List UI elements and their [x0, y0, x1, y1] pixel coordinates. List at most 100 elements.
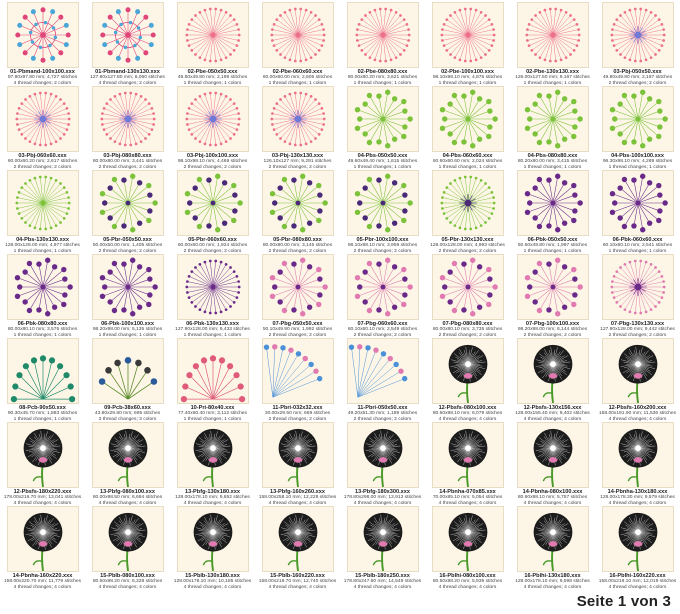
design-thumbnail: [346, 422, 419, 488]
design-filename: 12-Pbsfs-180x220.xxx: [13, 489, 72, 495]
design-dimensions: 80.00x80.10 mm; 3,576 stitches: [7, 327, 78, 333]
design-thumbnail: [91, 338, 164, 404]
design-thumbnail: [516, 170, 589, 236]
design-dimensions: 60.10x60.10 mm; 2,549 stitches: [347, 327, 418, 333]
design-filename: 09-Pcb-38x60.xxx: [104, 405, 151, 411]
design-preview-image: [184, 259, 241, 315]
design-thumbnail: [346, 170, 419, 236]
design-dimensions: 70.00x85.10 mm; 5,054 stitches: [432, 495, 503, 501]
design-filename: 06-Pbk-130x130.xxx: [186, 321, 239, 327]
design-filename: 04-Pbs-080x80.xxx: [527, 153, 578, 159]
design-cell: 11-Pbri-032x32.xxx 30.00x29.50 mm; 669 st…: [256, 338, 339, 423]
design-cell: 03-Pbj-100x100.xxx 98.10x98.10 mm; 4,469 …: [171, 86, 254, 171]
design-filename: 03-Pbj-060x60.xxx: [18, 153, 67, 159]
design-filename: 05-Pbr-100x100.xxx: [356, 237, 409, 243]
design-preview-image: [269, 257, 328, 317]
design-thumbnail: [601, 422, 674, 488]
design-filename: 13-Pbfg-130x180.xxx: [184, 489, 241, 495]
design-cell: 12-Pbsfs-130x156.xxx 128.00x155.40 mm; 9,…: [511, 338, 594, 423]
design-dimensions: 80.00x80.10 mm; 3,735 stitches: [432, 327, 503, 333]
design-thread-changes: 4 thread changes; 4 colors: [268, 585, 327, 590]
design-dimensions: 60.00x60.20 mm; 2,617 stitches: [7, 159, 78, 165]
design-thumbnail: [261, 422, 334, 488]
design-dimensions: 128.00x155.40 mm; 9,402 stitches: [515, 411, 590, 417]
design-thumbnail: [516, 422, 589, 488]
design-dimensions: 98.20x98.00 mm; 6,144 stitches: [517, 327, 588, 333]
design-cell: 07-Pbg-100x100.xxx 98.20x98.00 mm; 6,144 …: [511, 254, 594, 339]
design-thumbnail: [6, 86, 79, 152]
design-thumbnail: [261, 86, 334, 152]
design-dimensions: 49.20x51.30 mm; 1,189 stitches: [347, 411, 418, 417]
design-dimensions: 98.10x98.10 mm; 4,875 stitches: [432, 75, 503, 81]
design-filename: 02-Pbe-100x100.xxx: [441, 69, 494, 75]
design-preview-image: [269, 173, 328, 233]
design-thumbnail: [431, 506, 504, 572]
design-cell: 04-Pbs-050x50.xxx 49.60x49.40 mm; 1,615 s…: [341, 86, 424, 171]
design-filename: 01-Pbmand-130x130.xxx: [95, 69, 160, 75]
design-filename: 05-Pbr-060x60.xxx: [188, 237, 237, 243]
design-dimensions: 60.00x60.00 mm; 2,605 stitches: [262, 75, 333, 81]
design-cell: 05-Pbr-100x100.xxx 98.10x98.10 mm; 3,959 …: [341, 170, 424, 255]
design-thread-changes: 2 thread changes; 2 colors: [353, 333, 412, 338]
design-cell: 16-Pblhi-130x180.xxx 128.00x178.10 mm; 9,…: [511, 506, 594, 591]
design-preview-image: [14, 7, 71, 63]
design-dimensions: 98.20x98.00 mm; 5,135 stitches: [92, 327, 163, 333]
design-filename: 14-Pbnha-080x100.xxx: [522, 489, 583, 495]
design-thumbnail: [516, 506, 589, 572]
design-preview-image: [354, 257, 413, 317]
design-thumbnail: [6, 338, 79, 404]
design-dimensions: 128.00x128.00 mm; 4,993 stitches: [430, 243, 505, 249]
design-cell: 04-Pbs-100x100.xxx 96.30x98.10 mm; 4,289 …: [596, 86, 679, 171]
design-dimensions: 158.00x220.70 mm; 11,779 stitches: [3, 579, 82, 585]
design-filename: 07-Pbg-100x100.xxx: [525, 321, 580, 327]
design-thread-changes: 2 thread changes; 2 colors: [523, 333, 582, 338]
design-dimensions: 98.10x98.10 mm; 3,959 stitches: [347, 243, 418, 249]
design-thumbnail: [91, 254, 164, 320]
design-cell: 06-Pbk-060x60.xxx 60.10x60.10 mm; 2,541 s…: [596, 170, 679, 255]
design-thumbnail: [346, 506, 419, 572]
design-thread-changes: 4 thread changes; 4 colors: [608, 585, 667, 590]
design-thumbnail: [346, 338, 419, 404]
design-thumbnail: [91, 506, 164, 572]
design-cell: 07-Pbg-080x80.xxx 80.00x80.10 mm; 3,735 s…: [426, 254, 509, 339]
design-dimensions: 98.10x98.10 mm; 4,469 stitches: [177, 159, 248, 165]
design-dimensions: 126.00x127.50 mm; 9,167 stitches: [515, 75, 590, 81]
design-preview-image: [99, 91, 156, 147]
design-thread-changes: 2 thread changes; 2 colors: [183, 249, 242, 254]
design-thumbnail: [91, 170, 164, 236]
design-filename: 03-Pbj-050x50.xxx: [613, 69, 662, 75]
design-preview-image: [14, 175, 71, 231]
design-thread-changes: 2 thread changes; 2 colors: [13, 165, 72, 170]
design-dimensions: 50.00x50.00 mm; 1,405 stitches: [92, 243, 163, 249]
design-thread-changes: 2 thread changes; 2 colors: [438, 249, 497, 254]
design-thumbnail: [431, 2, 504, 68]
design-thumbnail: [91, 86, 164, 152]
design-cell: 07-Pbg-130x130.xxx 127.90x128.00 mm; 9,44…: [596, 254, 679, 339]
design-filename: 05-Pbr-080x80.xxx: [273, 237, 322, 243]
design-dimensions: 49.80x49.80 mm; 2,197 stitches: [602, 75, 673, 81]
design-preview-image: [524, 173, 583, 233]
design-dimensions: 80.50x98.20 mm; 6,328 stitches: [92, 579, 163, 585]
design-preview-image: [184, 173, 243, 233]
design-dimensions: 158.00x219.10 mm; 12,019 stitches: [598, 579, 677, 585]
design-thumbnail: [176, 422, 249, 488]
design-thread-changes: 4 thread changes; 4 colors: [353, 501, 412, 506]
page-indicator: Seite 1 von 3: [576, 593, 671, 610]
design-preview-image: [10, 355, 75, 403]
design-thumbnail: [601, 2, 674, 68]
design-thread-changes: 1 thread changes; 1 colors: [438, 165, 497, 170]
design-preview-image: [354, 7, 411, 63]
design-filename: 13-Pbfg-180x300.xxx: [354, 489, 411, 495]
design-filename: 02-Pbe-060x60.xxx: [272, 69, 323, 75]
design-thread-changes: 4 thread changes; 4 colors: [353, 585, 412, 590]
design-preview-image: [448, 428, 487, 487]
design-cell: 14-Pbnha-130x180.xxx 128.00x178.30 mm; 9,…: [596, 422, 679, 507]
design-filename: 07-Pbg-050x50.xxx: [272, 321, 323, 327]
design-thumbnail: [176, 506, 249, 572]
design-dimensions: 80.00x80.00 mm; 3,145 stitches: [262, 243, 333, 249]
design-thumbnail: [261, 338, 334, 404]
design-filename: 08-Pcb-90x50.xxx: [19, 405, 66, 411]
design-preview-image: [533, 512, 572, 571]
design-thumbnail: [6, 422, 79, 488]
design-filename: 03-Pbj-130x130.xxx: [271, 153, 324, 159]
